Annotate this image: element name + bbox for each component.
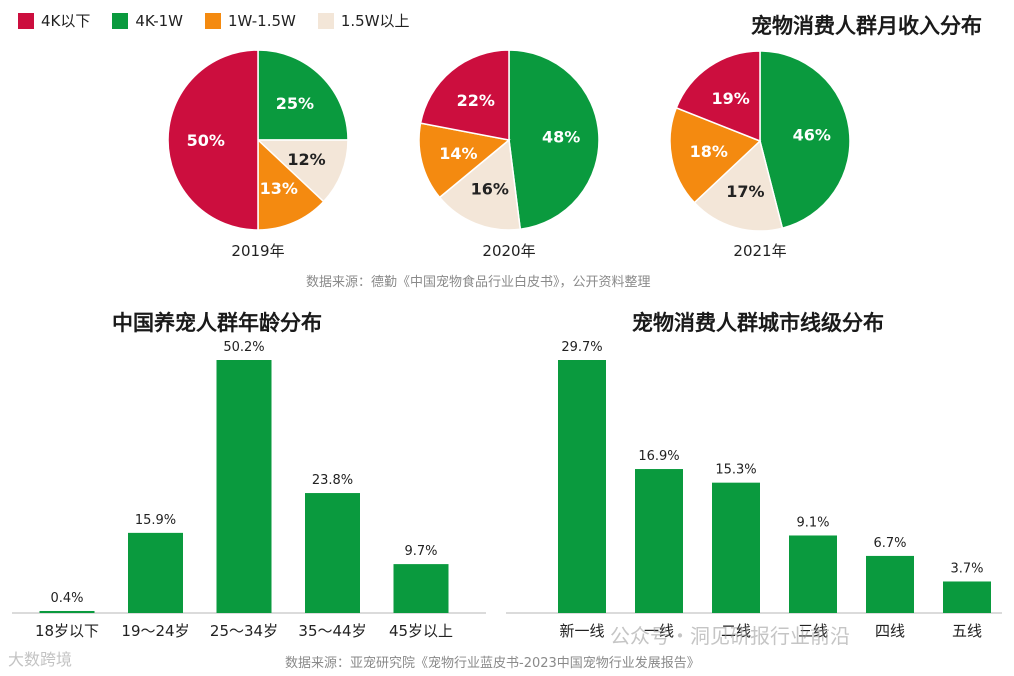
pie-slice-label: 17%	[726, 182, 764, 201]
pie-slice-label: 48%	[542, 128, 580, 147]
legend-swatch	[18, 12, 34, 29]
pie-slice-label: 46%	[793, 125, 831, 144]
bar-value-label: 9.1%	[796, 515, 829, 530]
bar-category-label: 25～34岁	[210, 622, 278, 640]
pie-slice	[675, 50, 761, 143]
pie-slice	[418, 122, 511, 199]
bar	[866, 555, 914, 613]
city-chart-title: 宠物消费人群城市线级分布	[632, 311, 884, 335]
bar-value-label: 9.7%	[404, 544, 437, 559]
legend: 4K以下 4K-1W 1W-1.5W 1.5W以上	[18, 10, 410, 31]
pie-slice-label: 22%	[457, 91, 495, 110]
legend-label: 4K以下	[41, 12, 91, 30]
pie-slice	[167, 49, 259, 231]
bar	[712, 482, 760, 613]
legend-item-over-1-5w: 1.5W以上	[317, 10, 410, 31]
pie-slice	[759, 50, 851, 230]
bar-category-label: 四线	[875, 622, 905, 640]
income-pie-charts: 25% 12% 13% 50% 48% 16% 14% 22% 46% 17% 18% 19%	[167, 49, 851, 232]
legend-item-under-4k: 4K以下	[18, 10, 90, 31]
bar-charts: 0.4% 18岁以下 15.9% 19～24岁 50.2% 25～34岁 23.8% 35～4…	[12, 340, 1002, 640]
bar	[216, 360, 272, 613]
bar-category-label: 五线	[952, 622, 982, 640]
pie-slice-label: 25%	[276, 94, 314, 113]
watermark: 公众号・洞见研报行业前沿	[610, 624, 850, 648]
pie-slice	[438, 138, 522, 231]
pie-slice	[257, 138, 325, 231]
income-source-note: 数据来源：德勤《中国宠物食品行业白皮书》，公开资料整理	[306, 275, 651, 290]
age-chart-title: 中国养宠人群年龄分布	[112, 311, 322, 335]
pie-slice-label: 16%	[471, 180, 509, 199]
pie-year-label: 2020年	[482, 242, 536, 260]
bar-value-label: 15.3%	[715, 463, 756, 478]
watermark-logo: 大数跨境	[8, 650, 73, 669]
pie-slice-label: 19%	[712, 89, 750, 108]
bar	[558, 360, 606, 613]
legend-label: 1W-1.5W	[227, 11, 296, 30]
legend-swatch	[317, 12, 334, 29]
legend-label: 1.5W以上	[340, 12, 410, 30]
bar-value-label: 23.8%	[312, 473, 353, 488]
bar-category-label: 一线	[644, 622, 674, 640]
bar-category-label: 新一线	[559, 622, 604, 640]
legend-swatch	[112, 12, 129, 29]
pie-slice-label: 14%	[439, 144, 477, 163]
bar	[39, 610, 95, 613]
bar-category-label: 18岁以下	[35, 622, 99, 640]
pie-slice	[508, 49, 600, 231]
legend-item-1w-1-5w: 1W-1.5W	[204, 11, 296, 30]
bar	[943, 581, 991, 613]
pie-slice	[669, 106, 762, 204]
bar-value-label: 3.7%	[950, 561, 983, 576]
pie-slice-label: 13%	[260, 179, 298, 198]
bar-value-label: 29.7%	[561, 340, 602, 355]
pie-slice-label: 12%	[287, 150, 325, 169]
income-chart-title: 宠物消费人群月收入分布	[751, 14, 982, 38]
pie-slice	[257, 49, 349, 141]
bar-category-label: 35～44岁	[298, 622, 366, 640]
bar-value-label: 15.9%	[135, 513, 176, 528]
bar-category-label: 二线	[721, 622, 751, 640]
pie-slice-label: 18%	[690, 142, 728, 161]
pie-slice	[693, 139, 784, 232]
bar	[305, 493, 360, 613]
bar	[789, 535, 837, 613]
legend-swatch	[204, 12, 221, 29]
pie-year-label: 2019年	[231, 242, 285, 260]
pie-slice	[419, 49, 510, 141]
footer-source-note: 数据来源：亚宠研究院《宠物行业蓝皮书-2023中国宠物行业发展报告》	[285, 656, 700, 671]
legend-label: 4K-1W	[135, 11, 183, 30]
bar-category-label: 19～24岁	[121, 622, 189, 640]
pie-slice	[256, 139, 349, 203]
bar-value-label: 0.4%	[50, 591, 83, 606]
legend-item-4k-1w: 4K-1W	[112, 12, 183, 30]
bar-value-label: 50.2%	[223, 340, 264, 355]
bar	[393, 564, 449, 613]
bar-category-label: 三线	[798, 622, 828, 640]
bar	[128, 532, 183, 613]
bar	[635, 469, 683, 613]
bar-value-label: 6.7%	[873, 536, 906, 551]
pie-slice-label: 50%	[187, 131, 225, 150]
bar-category-label: 45岁以上	[389, 622, 453, 640]
bar-value-label: 16.9%	[638, 449, 679, 464]
pie-year-label: 2021年	[733, 242, 787, 260]
